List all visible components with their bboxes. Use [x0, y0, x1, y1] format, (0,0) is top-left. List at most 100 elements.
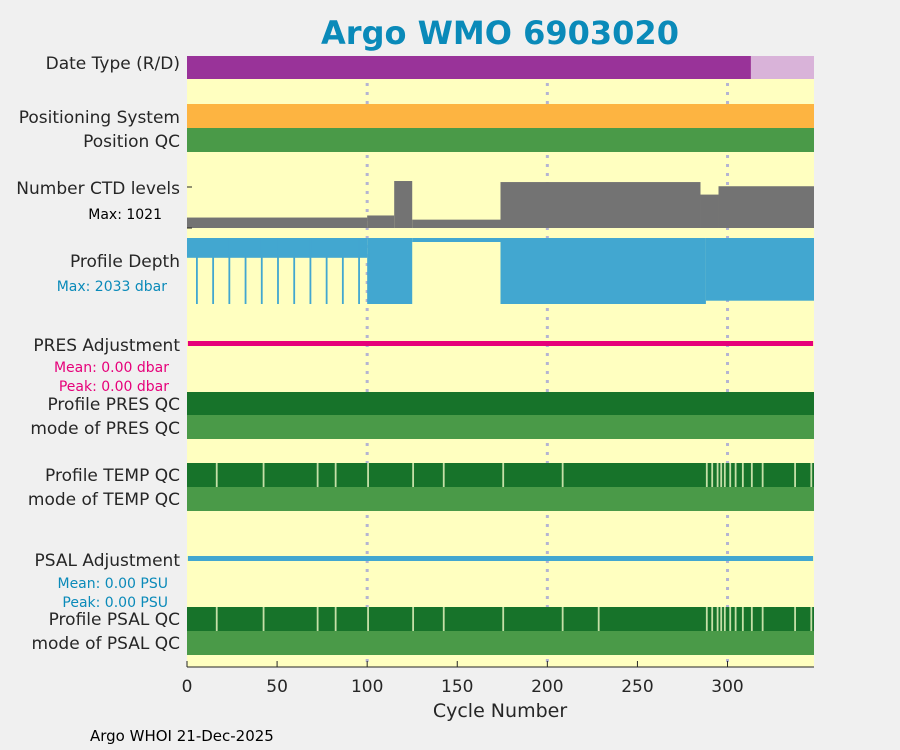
profile-temp-qc-bar: [187, 463, 814, 487]
ctd-levels-bar-0: [187, 217, 368, 228]
profile-depth-spike-5: [196, 238, 198, 304]
x-tick-label-250: 250: [621, 677, 653, 697]
profile-psal-qc-bar: [187, 607, 814, 631]
profile-psal-qc-gap-288: [705, 607, 708, 631]
profile-temp-qc-gap-346: [810, 463, 813, 487]
profile-depth-bar-2: [412, 238, 501, 242]
row-label-profile-pres-qc: Profile PRES QC: [47, 395, 180, 415]
profile-psal-qc-gap-175: [502, 607, 505, 631]
profile-pres-qc-bar: [187, 392, 814, 415]
chart-title: Argo WMO 6903020: [321, 14, 679, 52]
profile-psal-qc-gap-100: [367, 607, 369, 631]
profile-psal-qc-gap-304: [734, 607, 737, 631]
profile-depth-spike-95: [358, 238, 360, 304]
profile-depth-spike-41: [260, 238, 263, 304]
profile-temp-qc-gap-72: [316, 463, 319, 487]
ctd-levels-bar-1: [367, 215, 395, 228]
row-label-psal-adjustment: PSAL Adjustment: [35, 551, 181, 571]
row-label-position-qc: Position QC: [83, 132, 180, 152]
profile-psal-qc-gap-319: [761, 607, 764, 631]
psal-adjustment-mean: Mean: 0.00 PSU: [57, 576, 168, 592]
profile-temp-qc-gap-42: [262, 463, 265, 487]
profile-depth-spike-86: [341, 238, 344, 304]
profile-temp-qc-gap-337: [794, 463, 796, 487]
profile-psal-qc-gap-308: [741, 607, 744, 631]
profile-depth-spike-50: [277, 238, 279, 304]
x-tick-label-0: 0: [182, 677, 193, 697]
profile-temp-qc-gap-175: [502, 463, 505, 487]
x-tick-label-200: 200: [531, 677, 563, 697]
pres-adjustment-mean: Mean: 0.00 dbar: [54, 360, 169, 376]
x-tick-label-50: 50: [266, 677, 288, 697]
profile-temp-qc-gap-100: [367, 463, 369, 487]
data-bars: [187, 56, 814, 655]
profile-depth-spike-59: [293, 238, 296, 304]
profile-temp-qc-gap-16: [215, 463, 218, 487]
profile-depth-spike-68: [309, 238, 312, 304]
profile-temp-qc-gap-319: [761, 463, 764, 487]
plot-background: [187, 56, 814, 667]
positioning-system-bar: [187, 104, 814, 128]
profile-temp-qc-gap-82: [334, 463, 337, 487]
profile-psal-qc-gap-301: [729, 607, 732, 631]
profile-temp-qc-gap-296: [720, 463, 723, 487]
row-label-positioning-system: Positioning System: [19, 108, 180, 128]
profile-depth-spike-14: [212, 238, 215, 304]
row-label-mode-temp-qc: mode of TEMP QC: [28, 490, 180, 510]
date-type-delayed-bar: [187, 56, 751, 79]
profile-temp-qc-gap-294: [716, 463, 719, 487]
ctd-levels-max: Max: 1021: [88, 207, 162, 223]
position-qc-bar: [187, 128, 814, 152]
profile-psal-qc-gap-42: [262, 607, 265, 631]
profile-temp-qc-gap-291: [711, 463, 714, 487]
profile-psal-qc-gap-208: [561, 607, 564, 631]
profile-depth-bar-3: [500, 238, 706, 304]
x-axis-label: Cycle Number: [433, 700, 567, 722]
profile-psal-qc-gap-228: [597, 607, 600, 631]
row-label-ctd-levels: Number CTD levels: [16, 179, 180, 199]
psal-adjustment-peak: Peak: 0.00 PSU: [62, 595, 168, 611]
ctd-levels-bar-6: [718, 186, 814, 228]
profile-psal-qc-gap-142: [442, 607, 445, 631]
x-axis-ticks: 0 50 100 150 200 250 300: [182, 661, 744, 697]
profile-temp-qc-gap-208: [561, 463, 564, 487]
footer-credit: Argo WHOI 21-Dec-2025: [90, 727, 274, 745]
profile-psal-qc-gap-16: [215, 607, 218, 631]
profile-depth-spike-32: [244, 238, 247, 304]
pres-adjustment-peak: Peak: 0.00 dbar: [59, 379, 169, 395]
ctd-levels-bar-4: [500, 182, 701, 228]
profile-psal-qc-gap-337: [794, 607, 796, 631]
profile-depth-bar-1: [367, 238, 413, 304]
mode-pres-qc-bar: [187, 415, 814, 439]
grid-lines: [365, 56, 730, 667]
row-label-pres-adjustment: PRES Adjustment: [33, 336, 180, 356]
x-tick-label-300: 300: [711, 677, 743, 697]
pres-adjustment-line: [187, 341, 814, 346]
mode-psal-qc-bar: [187, 631, 814, 655]
psal-adjustment-line: [187, 556, 814, 561]
profile-psal-qc-gap-291: [711, 607, 714, 631]
profile-depth-spike-23: [228, 238, 231, 304]
x-tick-label-100: 100: [351, 677, 383, 697]
profile-temp-qc-gap-301: [729, 463, 732, 487]
profile-temp-qc-gap-313: [750, 463, 753, 487]
ctd-levels-bar-5: [700, 194, 719, 228]
x-tick-label-150: 150: [441, 677, 473, 697]
ctd-levels-bar-3: [412, 219, 501, 228]
profile-temp-qc-gap-304: [734, 463, 737, 487]
row-label-mode-pres-qc: mode of PRES QC: [30, 419, 180, 439]
profile-psal-qc-gap-296: [720, 607, 723, 631]
profile-psal-qc-gap-125: [412, 607, 415, 631]
ctd-levels-bar-2: [394, 181, 413, 228]
mode-temp-qc-bar: [187, 487, 814, 511]
profile-psal-qc-gap-298: [723, 607, 726, 631]
profile-psal-qc-gap-346: [810, 607, 813, 631]
row-label-mode-psal-qc: mode of PSAL QC: [31, 634, 180, 654]
profile-depth-spike-77: [325, 238, 328, 304]
row-label-profile-depth: Profile Depth: [70, 252, 180, 272]
profile-psal-qc-gap-313: [750, 607, 753, 631]
profile-psal-qc-gap-82: [334, 607, 337, 631]
profile-depth-max: Max: 2033 dbar: [57, 279, 168, 295]
row-label-profile-temp-qc: Profile TEMP QC: [45, 466, 180, 486]
